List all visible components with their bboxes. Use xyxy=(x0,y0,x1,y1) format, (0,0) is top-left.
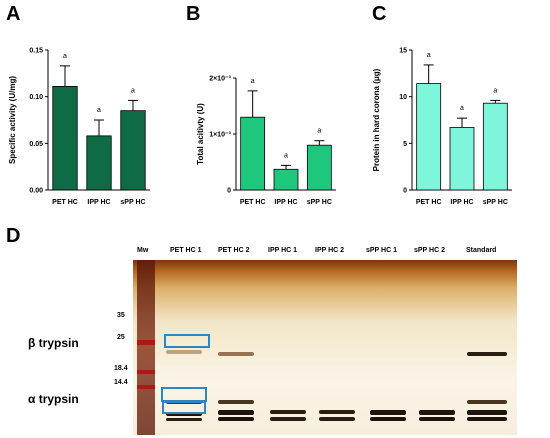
bar-c-0 xyxy=(416,83,442,191)
lane-label-standard: Standard xyxy=(466,247,497,254)
gel-band-standard-alpha xyxy=(467,410,507,415)
x-tick-label-c-2: sPP HC xyxy=(483,199,508,206)
lane-label-pet2: PET HC 2 xyxy=(218,247,250,254)
highlight-box-alpha-upper xyxy=(161,387,207,402)
gel-band-standard-alpha-upper xyxy=(467,400,507,404)
gel-band-ipp2-alpha xyxy=(319,410,355,414)
y-tick-label-c-0: 0 xyxy=(403,188,407,195)
x-tick-label-b-2: sPP HC xyxy=(307,199,332,206)
x-tick-label-a-0: PET HC xyxy=(52,199,78,206)
x-tick-label-a-1: IPP HC xyxy=(87,199,110,206)
significance-label-c-0: a xyxy=(427,52,431,59)
y-tick-label-c-2: 10 xyxy=(399,94,407,101)
significance-label-c-2: a xyxy=(493,87,497,94)
y-tick-label-a-2: 0.10 xyxy=(29,94,43,101)
x-tick-label-c-1: IPP HC xyxy=(450,199,473,206)
x-tick-label-b-0: PET HC xyxy=(240,199,266,206)
gel-band-ipp2-alpha-lower xyxy=(319,417,355,421)
gel-band-spp1-alpha-lower xyxy=(370,417,406,421)
gel-panel: D Mw PET HC 1 PET HC 2 IPP HC 1 IPP HC 2… xyxy=(0,225,550,438)
bar-b-2 xyxy=(306,144,332,191)
gel-band-pet2-alpha-upper xyxy=(218,400,254,404)
mw-ladder-lane xyxy=(137,260,155,435)
significance-label-b-1: a xyxy=(284,152,288,159)
y-tick-label-a-0: 0.00 xyxy=(29,188,43,195)
y-axis-label-c: Protein in hard corona (μg) xyxy=(372,68,381,171)
y-tick-label-a-3: 0.15 xyxy=(29,48,43,55)
mw-marker-35: 35 xyxy=(117,312,125,319)
beta-trypsin-label: β trypsin xyxy=(28,336,79,350)
mw-band-18 xyxy=(137,370,155,374)
mw-marker-25: 25 xyxy=(117,334,125,341)
bar-b-0 xyxy=(240,116,266,191)
highlight-box-alpha-lower xyxy=(162,401,206,414)
significance-label-a-0: a xyxy=(63,53,67,60)
gel-band-spp1-alpha xyxy=(370,410,406,415)
bar-c-2 xyxy=(482,102,508,191)
y-tick-label-c-3: 15 xyxy=(399,48,407,55)
x-tick-label-c-0: PET HC xyxy=(416,199,442,206)
alpha-trypsin-label: α trypsin xyxy=(28,392,79,406)
gel-band-pet1-alpha-lower xyxy=(166,418,202,421)
bar-a-1 xyxy=(86,135,112,191)
significance-label-c-1: a xyxy=(460,105,464,112)
y-axis-label-b: Total acitivty (U) xyxy=(196,103,205,165)
lane-label-ipp2: IPP HC 2 xyxy=(315,247,345,254)
gel-band-ipp1-alpha xyxy=(270,410,306,414)
gel-band-pet2-alpha-lower xyxy=(218,417,254,421)
lane-label-spp2: sPP HC 2 xyxy=(414,247,445,254)
mw-marker-18-4: 18.4 xyxy=(114,365,128,372)
gel-band-standard-beta xyxy=(467,352,507,356)
lane-label-spp1: sPP HC 1 xyxy=(366,247,397,254)
panel-letter-a: A xyxy=(6,3,20,25)
gel-band-pet1-beta xyxy=(166,350,202,354)
y-tick-label-a-1: 0.05 xyxy=(29,141,43,148)
gel-band-pet2-beta xyxy=(218,352,254,356)
lane-label-pet1: PET HC 1 xyxy=(170,247,202,254)
panel-letter-c: C xyxy=(372,3,386,25)
panel-letter-b: B xyxy=(186,3,200,25)
bar-b-1 xyxy=(273,168,299,191)
gel-band-spp2-alpha xyxy=(419,410,455,415)
lane-label-mw: Mw xyxy=(137,247,149,254)
gel-band-spp2-alpha-lower xyxy=(419,417,455,421)
x-tick-label-b-1: IPP HC xyxy=(274,199,297,206)
gel-band-pet2-alpha xyxy=(218,410,254,415)
lane-label-ipp1: IPP HC 1 xyxy=(268,247,298,254)
mw-band-14 xyxy=(137,385,155,389)
significance-label-b-0: a xyxy=(251,78,255,85)
highlight-box-beta xyxy=(164,334,210,348)
bar-a-2 xyxy=(120,110,146,191)
y-tick-label-b-1: 1×10⁻³ xyxy=(209,132,231,139)
y-tick-label-b-2: 2×10⁻³ xyxy=(209,76,231,83)
y-tick-label-b-0: 0 xyxy=(227,188,231,195)
y-axis-label-a: Specific activity (U/mg) xyxy=(8,76,17,164)
panel-letter-d: D xyxy=(6,225,21,247)
significance-label-b-2: a xyxy=(317,128,321,135)
gel-band-ipp1-alpha-lower xyxy=(270,417,306,421)
bar-c-1 xyxy=(449,127,475,191)
bar-a-0 xyxy=(52,86,78,191)
mw-band-25 xyxy=(137,340,155,345)
x-tick-label-a-2: sPP HC xyxy=(120,199,145,206)
gel-band-standard-alpha-lower xyxy=(467,417,507,421)
mw-marker-14-4: 14.4 xyxy=(114,379,128,386)
significance-label-a-1: a xyxy=(97,107,101,114)
charts-area: A 0.00 0.05 0.10 0.15 Specific activity (U/mg… xyxy=(6,3,512,206)
significance-label-a-2: a xyxy=(131,87,135,94)
y-tick-label-c-1: 5 xyxy=(403,141,407,148)
